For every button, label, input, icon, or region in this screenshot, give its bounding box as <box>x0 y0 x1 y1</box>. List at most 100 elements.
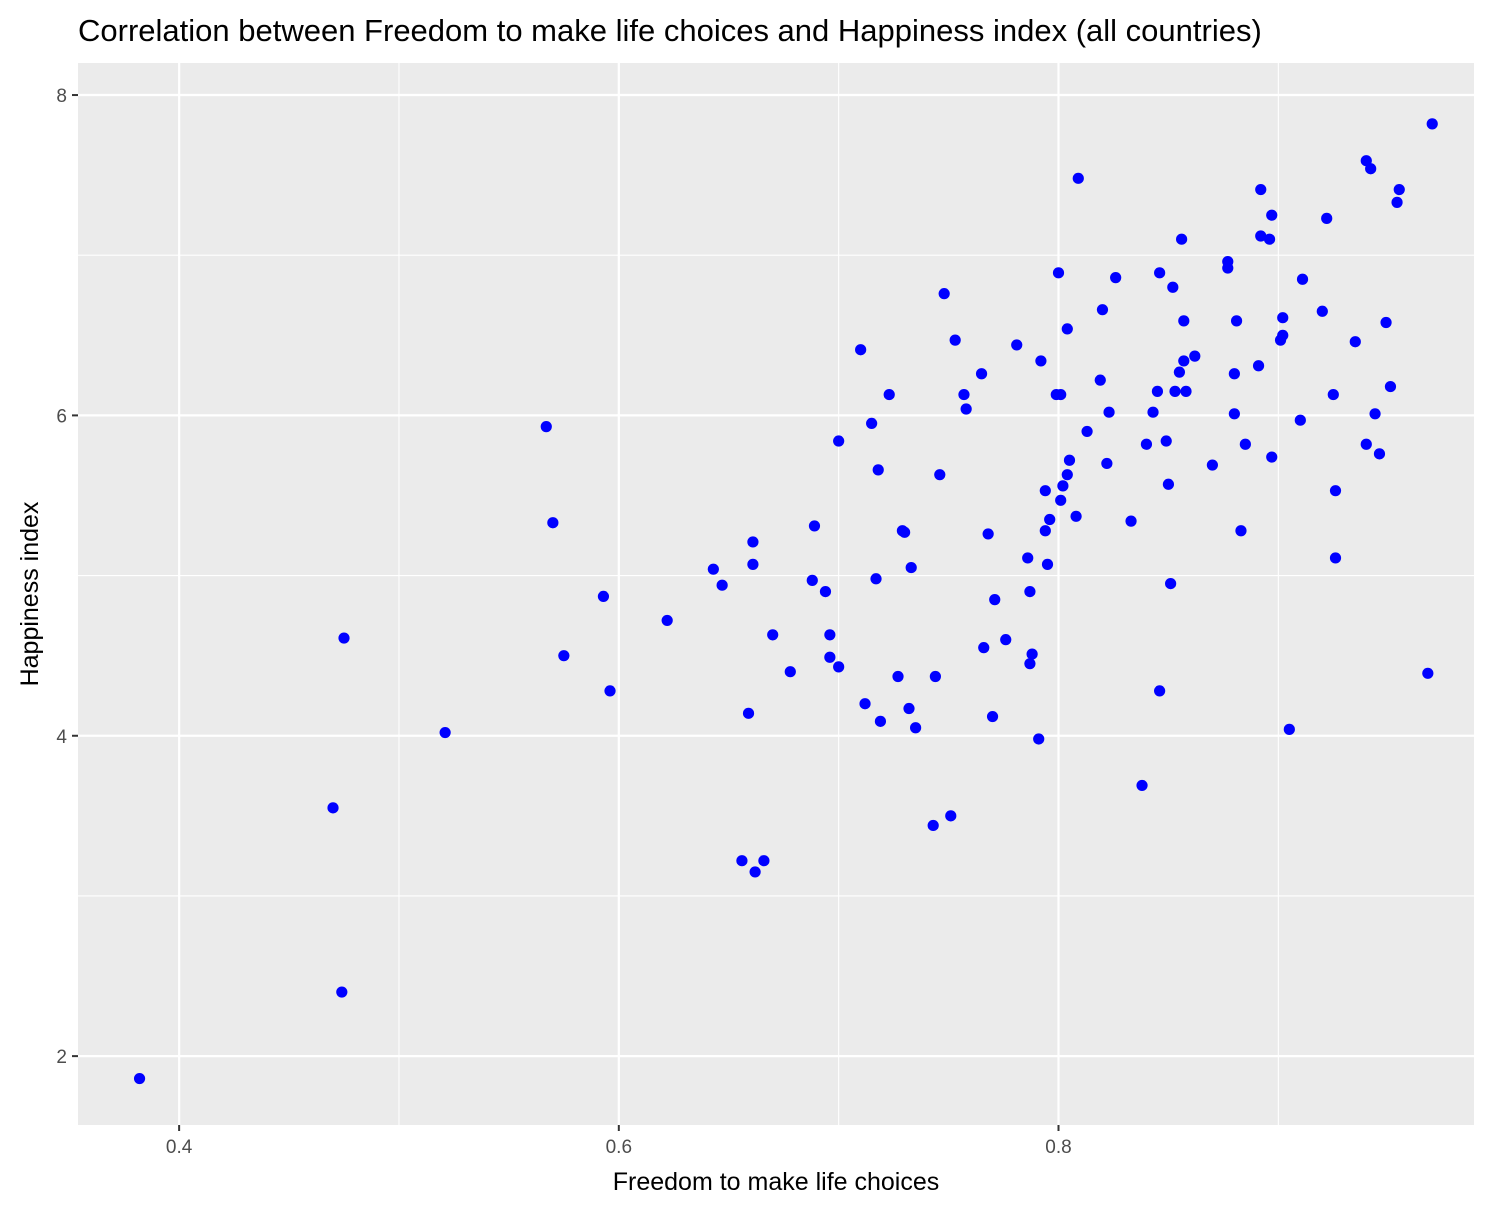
data-point <box>558 650 570 662</box>
data-point <box>1024 585 1036 598</box>
data-point <box>1360 438 1372 450</box>
data-point <box>736 855 748 867</box>
data-point <box>874 715 887 727</box>
data-point <box>824 651 836 663</box>
data-point <box>1101 457 1113 470</box>
data-point <box>1277 329 1289 341</box>
data-point <box>1039 525 1051 537</box>
data-point <box>1055 388 1067 401</box>
data-point <box>824 629 836 641</box>
data-point <box>1057 480 1069 492</box>
data-point <box>1024 658 1036 670</box>
data-point <box>1296 273 1309 285</box>
data-point <box>1039 485 1051 497</box>
data-point <box>910 722 922 734</box>
data-point <box>758 855 770 867</box>
data-point <box>892 670 904 683</box>
data-point <box>1026 648 1038 660</box>
data-point <box>1061 323 1073 335</box>
y-tick-label: 2 <box>56 1047 67 1068</box>
data-point <box>767 629 779 641</box>
data-point <box>1103 406 1115 418</box>
data-point <box>975 368 988 380</box>
data-point <box>327 802 339 814</box>
data-point <box>1316 305 1328 317</box>
data-point <box>1178 315 1190 327</box>
data-point <box>749 866 761 878</box>
data-point <box>1373 448 1386 460</box>
data-point <box>133 1072 146 1085</box>
data-point <box>338 632 350 644</box>
data-point <box>1160 435 1172 447</box>
data-point <box>866 417 878 430</box>
data-point <box>1096 304 1109 316</box>
data-point <box>1176 233 1188 245</box>
data-point <box>1052 267 1065 279</box>
data-point <box>1140 438 1153 450</box>
data-point <box>958 388 970 401</box>
data-point <box>1228 408 1240 420</box>
data-point <box>1169 385 1181 397</box>
data-point <box>1252 360 1265 372</box>
data-point <box>1033 733 1045 745</box>
chart-title: Correlation between Freedom to make life… <box>78 13 1262 48</box>
data-point <box>938 288 950 300</box>
data-point <box>707 563 719 575</box>
data-point <box>899 526 911 538</box>
data-point <box>1044 513 1056 526</box>
major-gridlines <box>78 63 1474 1125</box>
data-point <box>855 344 867 356</box>
data-point <box>833 661 845 673</box>
data-point <box>870 573 882 585</box>
data-point <box>1277 312 1289 324</box>
data-point <box>989 594 1001 606</box>
data-point <box>1136 779 1148 792</box>
data-point <box>747 536 759 548</box>
data-point <box>1321 212 1333 224</box>
data-point <box>1189 350 1201 362</box>
data-point <box>903 702 915 715</box>
data-point <box>1327 388 1339 401</box>
data-point <box>819 585 832 598</box>
data-point <box>1178 355 1190 367</box>
data-point <box>1393 183 1405 196</box>
data-point <box>1266 209 1278 221</box>
data-point <box>934 469 946 481</box>
data-point <box>597 590 610 603</box>
data-point <box>1222 262 1234 274</box>
data-point <box>1125 515 1137 527</box>
data-point <box>1235 525 1247 537</box>
data-point <box>1349 336 1361 348</box>
data-point <box>1070 510 1082 522</box>
x-tick-label: 0.6 <box>606 1137 632 1158</box>
data-point <box>1263 233 1276 245</box>
data-point <box>978 642 990 654</box>
data-point <box>960 403 972 415</box>
data-point <box>1061 469 1073 481</box>
data-point <box>1329 552 1342 564</box>
data-point <box>1173 366 1186 378</box>
data-point <box>1147 406 1159 418</box>
y-tick-label: 8 <box>56 86 67 107</box>
data-point <box>1384 380 1397 393</box>
data-point <box>742 707 755 719</box>
data-point <box>1294 414 1306 426</box>
y-axis-ticks: 2 4 6 8 <box>56 86 78 1068</box>
data-point <box>1022 552 1034 564</box>
data-point <box>927 819 939 832</box>
minor-gridlines <box>78 63 1474 1125</box>
x-axis-title: Freedom to make life choices <box>613 1168 940 1196</box>
data-point <box>540 421 552 433</box>
data-point <box>1055 494 1067 506</box>
data-points <box>133 118 1438 1085</box>
y-axis-title: Happiness index <box>16 501 44 686</box>
data-point <box>1369 408 1381 420</box>
data-point <box>986 710 999 723</box>
y-tick-label: 6 <box>56 406 67 427</box>
data-point <box>1180 385 1192 397</box>
data-point <box>1165 577 1177 590</box>
data-point <box>1239 438 1251 450</box>
data-point <box>808 520 821 532</box>
data-point <box>1422 667 1434 679</box>
data-point <box>547 517 559 529</box>
